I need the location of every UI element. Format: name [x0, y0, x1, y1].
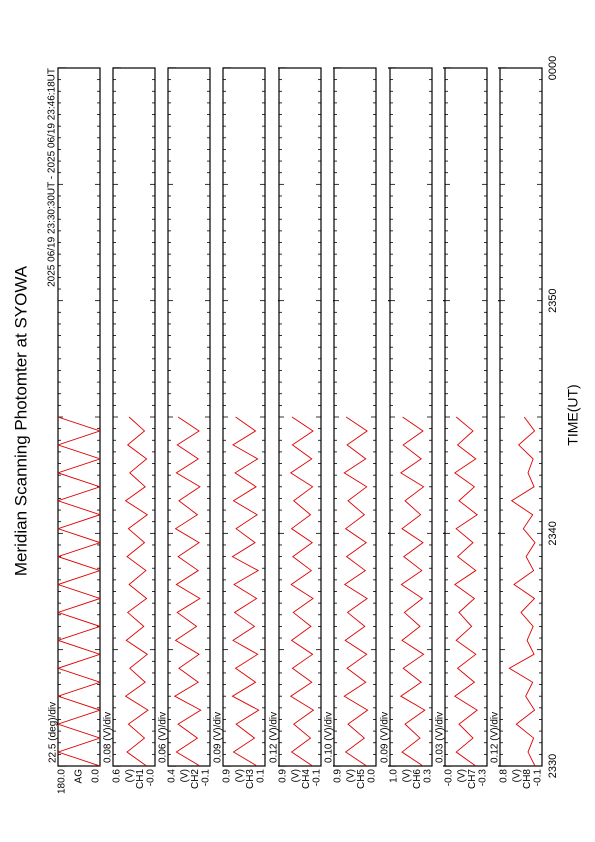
panel-frame	[112, 67, 156, 767]
channel-unit: (V)	[179, 769, 190, 782]
y-tick-label: -0.1	[201, 769, 212, 787]
y-tick-label: 0.0	[91, 769, 102, 783]
panel-scale-label: 0.12 (V)/div	[490, 712, 501, 763]
y-tick-label: 0.9	[278, 769, 289, 783]
y-tick-label: 0.6	[112, 769, 123, 783]
channel-label: CH5	[356, 769, 367, 789]
panel-scale-label: 0.08 (V)/div	[103, 712, 114, 763]
channel-label: AG	[74, 769, 85, 784]
channel-unit: (V)	[401, 769, 412, 782]
channel-unit: (V)	[511, 769, 522, 782]
panel-scale-label: 0.12 (V)/div	[269, 712, 280, 763]
data-line	[124, 416, 149, 766]
panel-frame	[222, 67, 266, 767]
panel-scale-label: 0.03 (V)/div	[435, 712, 446, 763]
panel-frame	[333, 67, 377, 767]
channel-label: CH3	[245, 769, 256, 789]
data-line	[173, 416, 202, 766]
channel-label: CH7	[467, 769, 478, 789]
y-tick-label: 0.9	[222, 769, 233, 783]
y-tick-label: 0.4	[167, 769, 178, 783]
y-tick-label: -0.3	[478, 769, 489, 787]
y-tick-label: 0.1	[256, 769, 267, 783]
y-tick-label: -0.0	[444, 769, 455, 787]
channel-unit: (V)	[456, 769, 467, 782]
data-line	[453, 416, 478, 766]
y-tick-label: 0.0	[367, 769, 378, 783]
chart-title: Meridian Scanning Photomter at SYOWA	[11, 265, 30, 576]
channel-label: CH4	[301, 769, 312, 789]
channel-unit: (V)	[124, 769, 135, 782]
channel-unit: (V)	[345, 769, 356, 782]
data-line	[508, 416, 536, 766]
x-tick-label: 2350	[547, 288, 559, 312]
y-tick-label: 1.0	[389, 769, 400, 783]
y-tick-label: -0.1	[533, 769, 544, 787]
x-axis-title: TIME(UT)	[565, 384, 581, 445]
channel-label: CH1	[135, 769, 146, 789]
y-tick-label: 180.0	[57, 769, 68, 794]
data-line	[343, 416, 369, 766]
channel-unit: (V)	[234, 769, 245, 782]
data-line	[58, 416, 100, 766]
y-tick-label: 0.3	[423, 769, 434, 783]
x-tick-label: 0000	[547, 56, 559, 80]
y-tick-label: 0.9	[333, 769, 344, 783]
channel-label: CH8	[522, 769, 533, 789]
panel-frame	[278, 67, 322, 767]
data-line	[231, 416, 260, 766]
x-tick-label: 2330	[547, 754, 559, 778]
rotated-plot: Meridian Scanning Photomter at SYOWA 202…	[11, 56, 580, 794]
channel-label: CH2	[190, 769, 201, 789]
y-tick-label: -0.1	[312, 769, 323, 787]
panel-scale-label: 0.09 (V)/div	[213, 712, 224, 763]
channel-label: CH6	[412, 769, 423, 789]
data-line	[289, 416, 315, 766]
panel-scale-label: 0.06 (V)/div	[158, 712, 169, 763]
panel-frame	[389, 67, 433, 767]
y-tick-label: -0.0	[146, 769, 157, 787]
panel-scale-label: 0.09 (V)/div	[380, 712, 391, 763]
chart-subtitle: 2025 06/19 23:30:30UT - 2025 06/19 23:46…	[47, 68, 58, 287]
y-tick-label: 0.8	[499, 769, 510, 783]
panel-scale-label: 22.5 (deg)/div	[48, 702, 59, 763]
data-line	[399, 416, 426, 766]
panel-scale-label: 0.10 (V)/div	[324, 712, 335, 763]
channel-unit: (V)	[290, 769, 301, 782]
x-tick-label: 2340	[547, 521, 559, 545]
